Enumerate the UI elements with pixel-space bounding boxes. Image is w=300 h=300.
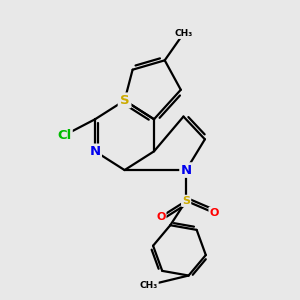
Text: S: S bbox=[182, 196, 190, 206]
Text: N: N bbox=[119, 94, 130, 107]
Text: N: N bbox=[181, 164, 192, 177]
Text: O: O bbox=[210, 208, 219, 218]
Text: CH₃: CH₃ bbox=[140, 281, 158, 290]
Text: S: S bbox=[120, 94, 129, 107]
Text: Cl: Cl bbox=[57, 129, 71, 142]
Text: O: O bbox=[156, 212, 165, 222]
Text: CH₃: CH₃ bbox=[174, 29, 193, 38]
Text: N: N bbox=[90, 145, 101, 158]
